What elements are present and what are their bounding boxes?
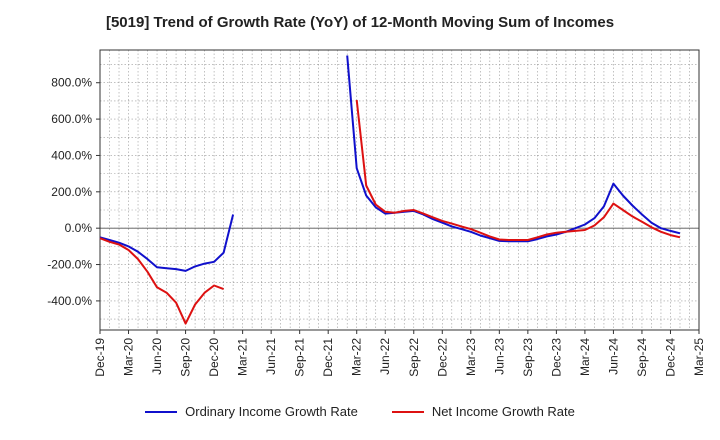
- legend-swatch-net: [391, 410, 424, 413]
- x-tick-label: Dec-20: [207, 338, 221, 377]
- x-tick-label: Jun-22: [378, 338, 392, 375]
- x-tick-label: Jun-21: [264, 338, 278, 375]
- x-tick-label: Jun-24: [606, 338, 620, 375]
- x-tick-label: Mar-23: [464, 338, 478, 376]
- legend-item-ordinary: Ordinary Income Growth Rate: [145, 404, 358, 419]
- x-tick-label: Mar-25: [692, 338, 706, 376]
- x-tick-label: Sep-20: [179, 338, 193, 377]
- y-tick-label: -200.0%: [47, 258, 92, 272]
- y-tick-label: 200.0%: [51, 185, 92, 199]
- series-line-net: [355, 99, 681, 241]
- x-tick-label: Sep-23: [521, 338, 535, 377]
- chart-title: [5019] Trend of Growth Rate (YoY) of 12-…: [105, 14, 615, 31]
- x-tick-label: Mar-21: [236, 338, 250, 376]
- legend-item-net: Net Income Growth Rate: [391, 404, 575, 419]
- plot-background: [100, 50, 699, 330]
- y-tick-label: 800.0%: [51, 76, 92, 90]
- y-tick-label: 400.0%: [51, 148, 92, 162]
- x-tick-label: Dec-19: [93, 338, 107, 377]
- x-tick-label: Dec-21: [321, 338, 335, 377]
- legend-label-ordinary: Ordinary Income Growth Rate: [185, 404, 358, 419]
- x-tick-label: Mar-24: [578, 338, 592, 376]
- x-tick-label: Dec-24: [663, 338, 677, 377]
- series-line-ordinary: [99, 214, 235, 272]
- x-tick-label: Jun-23: [492, 338, 506, 375]
- y-tick-label: 600.0%: [51, 112, 92, 126]
- x-tick-label: Mar-22: [350, 338, 364, 376]
- x-tick-label: Jun-20: [150, 338, 164, 375]
- x-tick-label: Dec-22: [435, 338, 449, 377]
- x-tick-label: Sep-22: [407, 338, 421, 377]
- x-tick-label: Sep-24: [635, 338, 649, 377]
- y-tick-label: 0.0%: [65, 221, 93, 235]
- x-tick-label: Dec-23: [549, 338, 563, 377]
- plot-frame: [99, 49, 700, 331]
- x-tick-label: Mar-20: [122, 338, 136, 376]
- legend-swatch-ordinary: [145, 410, 178, 413]
- x-tick-label: Sep-21: [293, 338, 307, 377]
- series-line-net: [99, 237, 224, 325]
- legend-label-net: Net Income Growth Rate: [431, 404, 575, 419]
- legend: Ordinary Income Growth Rate Net Income G…: [0, 404, 720, 419]
- y-tick-label: -400.0%: [47, 294, 92, 308]
